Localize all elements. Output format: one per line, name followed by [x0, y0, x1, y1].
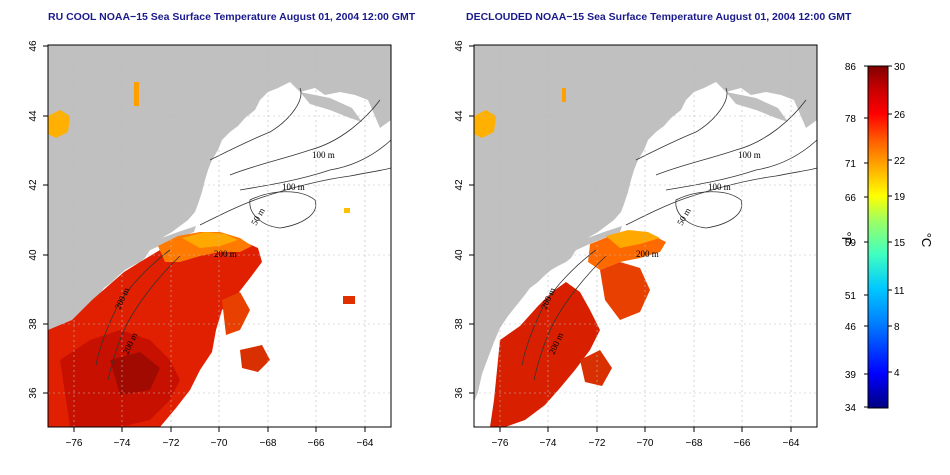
bathymetry-contours	[95, 87, 391, 381]
celsius-tick: 30	[894, 62, 906, 73]
land-mass	[474, 45, 817, 402]
sst-patch-maine	[48, 110, 70, 138]
fahrenheit-tick: 34	[845, 403, 857, 414]
grid-lines	[48, 45, 391, 427]
lon-tick-label: −70	[637, 438, 654, 449]
celsius-tick: 15	[894, 238, 906, 249]
lat-tick-label: 38	[454, 318, 465, 330]
sst-patch-yellow	[606, 230, 660, 248]
celsius-tick: 22	[894, 156, 906, 167]
celsius-tick: 19	[894, 192, 906, 203]
lat-tick-label: 40	[454, 249, 465, 261]
sst-speck	[562, 88, 566, 102]
lat-tick-label: 36	[28, 387, 39, 399]
map-left: 100 m 100 m 50 m 200 m 200 m 200 m 46 44…	[28, 40, 392, 449]
long-island	[566, 226, 622, 252]
sst-speck	[134, 82, 139, 106]
fahrenheit-tick: 46	[845, 322, 857, 333]
lat-axis: 46 44 42 40 38 36	[454, 40, 474, 399]
contour-label: 200 m	[636, 249, 659, 259]
sst-patch-yellow	[182, 232, 238, 248]
contour-label: 100 m	[282, 182, 305, 192]
lon-tick-label: −76	[66, 438, 83, 449]
fahrenheit-tick: 51	[845, 291, 857, 302]
sst-patch-scatter	[240, 345, 270, 372]
contour-label: 100 m	[738, 150, 761, 160]
lat-tick-label: 46	[454, 40, 465, 52]
fahrenheit-tick: 71	[845, 159, 857, 170]
lon-tick-label: −74	[114, 438, 131, 449]
lon-axis: −76 −74 −72 −70 −68 −66 −64	[66, 427, 374, 449]
sst-patch-scatter	[580, 350, 612, 386]
celsius-tick: 26	[894, 110, 906, 121]
fahrenheit-tick: 66	[845, 193, 857, 204]
sst-speck	[344, 208, 350, 213]
celsius-unit: °C	[919, 233, 934, 248]
lat-tick-label: 44	[454, 110, 465, 122]
lon-tick-label: −64	[357, 438, 374, 449]
sst-speck	[343, 296, 355, 304]
lon-tick-label: −64	[783, 438, 800, 449]
fahrenheit-tick: 78	[845, 114, 857, 125]
lon-tick-label: −66	[308, 438, 325, 449]
lon-tick-label: −66	[734, 438, 751, 449]
lon-tick-label: −72	[163, 438, 180, 449]
lat-tick-label: 36	[454, 387, 465, 399]
contour-label: 100 m	[312, 150, 335, 160]
map-title-ru-cool: RU COOL NOAA−15 Sea Surface Temperature …	[48, 11, 416, 23]
fahrenheit-tick: 39	[845, 370, 857, 381]
sst-patch-maine	[474, 110, 496, 138]
lon-tick-label: −68	[260, 438, 277, 449]
lat-tick-label: 44	[28, 110, 39, 122]
sst-patch-hot	[110, 352, 160, 395]
lat-tick-label: 46	[28, 40, 39, 52]
fahrenheit-unit: °F	[839, 231, 854, 244]
colorbar: 86 78 71 66 59 51 46 39 34 °F 30 26 22 1…	[839, 62, 934, 414]
lat-tick-label: 38	[28, 318, 39, 330]
sst-patch-mid	[600, 262, 650, 320]
map-title-declouded: DECLOUDED NOAA−15 Sea Surface Temperatur…	[466, 11, 852, 23]
fahrenheit-scale: 86 78 71 66 59 51 46 39 34 °F	[839, 62, 868, 414]
lat-tick-label: 42	[454, 179, 465, 191]
lon-tick-label: −72	[589, 438, 606, 449]
long-island	[140, 226, 196, 252]
lon-tick-label: −70	[211, 438, 228, 449]
lat-tick-label: 42	[28, 179, 39, 191]
lon-tick-label: −74	[540, 438, 557, 449]
lat-tick-label: 40	[28, 249, 39, 261]
sst-patch-main	[490, 282, 600, 427]
celsius-tick: 11	[894, 286, 905, 297]
celsius-scale: 30 26 22 19 15 11 8 4 °C	[888, 62, 934, 379]
celsius-tick: 4	[894, 368, 900, 379]
lon-tick-label: −68	[686, 438, 703, 449]
lat-axis: 46 44 42 40 38 36	[28, 40, 48, 399]
map-right: 100 m 100 m 50 m 200 m 200 m 200 m 46 44…	[454, 40, 818, 449]
fahrenheit-tick: 59	[845, 238, 857, 249]
fahrenheit-tick: 86	[845, 62, 857, 73]
nova-scotia	[300, 92, 362, 122]
colorbar-scale	[867, 65, 889, 409]
grid-lines	[474, 45, 817, 427]
contour-label: 200 m	[214, 249, 237, 259]
lon-tick-label: −76	[492, 438, 509, 449]
celsius-tick: 8	[894, 322, 900, 333]
land-mass	[48, 45, 391, 402]
bathymetry-contours	[521, 87, 817, 381]
contour-label: 100 m	[708, 182, 731, 192]
lon-axis: −76 −74 −72 −70 −68 −66 −64	[492, 427, 800, 449]
nova-scotia	[726, 92, 788, 122]
